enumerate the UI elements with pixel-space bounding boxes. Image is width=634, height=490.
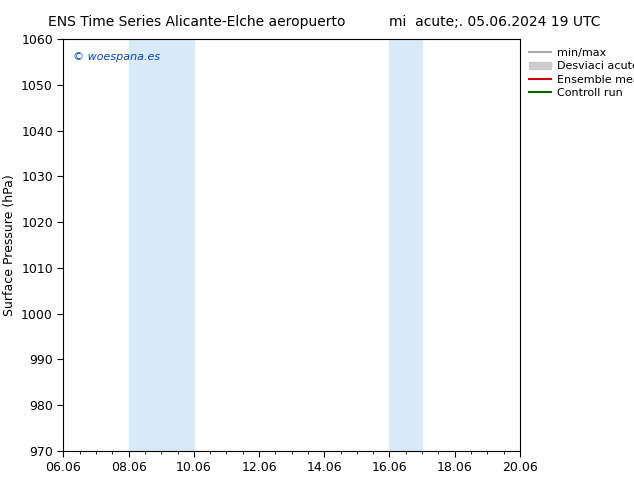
Legend: min/max, Desviaci acute;n est  acute;ndar, Ensemble mean run, Controll run: min/max, Desviaci acute;n est acute;ndar… xyxy=(526,45,634,101)
Bar xyxy=(389,39,422,451)
Bar xyxy=(129,39,194,451)
Text: mi  acute;. 05.06.2024 19 UTC: mi acute;. 05.06.2024 19 UTC xyxy=(389,15,600,29)
Text: ENS Time Series Alicante-Elche aeropuerto: ENS Time Series Alicante-Elche aeropuert… xyxy=(48,15,346,29)
Text: © woespana.es: © woespana.es xyxy=(72,51,160,62)
Y-axis label: Surface Pressure (hPa): Surface Pressure (hPa) xyxy=(3,174,16,316)
